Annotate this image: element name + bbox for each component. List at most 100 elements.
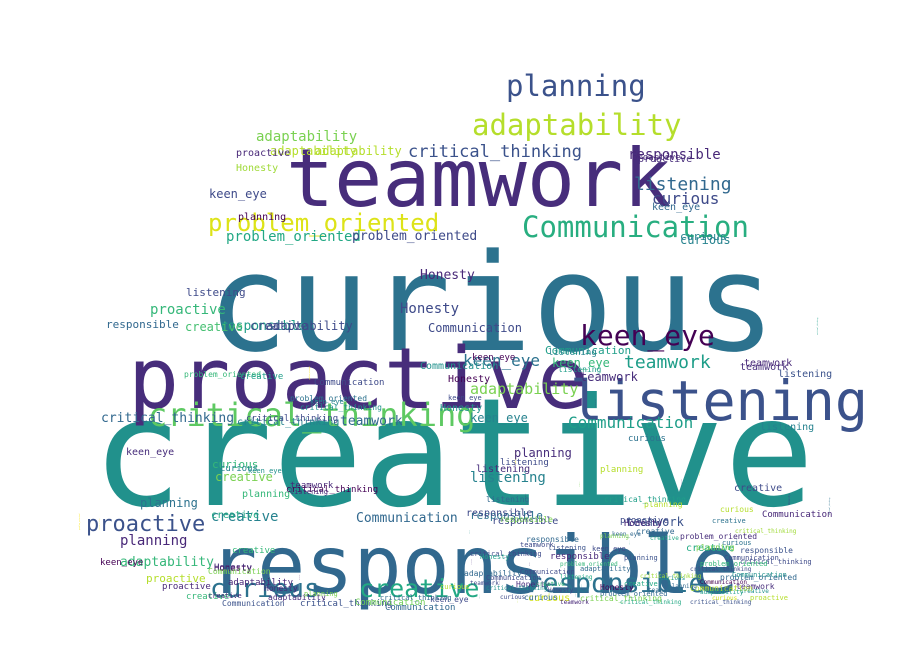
word-170: curious [711,580,713,584]
word-178: Communication [520,568,575,576]
word-208: problem_oriented [522,580,525,588]
word-17: teamwork [624,352,711,373]
word-62: responsible [106,318,179,331]
word-47: creative [211,509,278,525]
word-27: problem_oriented [226,229,361,245]
word-1: curious [207,225,776,382]
word-123: creative [240,372,283,382]
word-160: keen_eye [248,467,282,475]
word-209: creative [536,581,565,588]
word-56: problem_oriented [352,229,477,244]
word-141: listening [486,495,530,504]
word-195: listening [628,540,631,545]
word-186: critical_thinking [735,528,797,535]
word-180: curious [440,583,470,591]
word-48: teamwork [580,370,639,384]
word-194: critical_thinking [690,566,752,573]
word-29: Honesty [420,268,475,283]
word-116: planning [644,500,683,509]
word-130: responsible [550,552,610,562]
word-41: proactive [150,302,226,318]
word-126: adaptability [594,399,597,407]
word-162: problem_oriented [600,590,667,598]
word-193: keen_eye [612,531,641,538]
word-28: problem_oriented [78,514,81,530]
word-102: curious [220,464,258,474]
word-111: responsible [500,515,553,524]
word-134: planning [299,574,301,580]
word-53: planning [238,212,286,223]
word-154: adaptability [638,553,641,560]
word-212: adaptability [700,589,744,596]
word-57: critical_thinking [101,411,234,426]
word-68: creative [250,319,308,333]
word-184: planning [624,554,658,562]
word-136: critical_thinking [604,495,686,504]
word-211: planning [668,583,697,590]
word-82: teamwork [290,481,334,491]
word-76: Communication [420,361,498,372]
word-182: adaptability [580,565,631,573]
word-65: Honesty [236,163,278,174]
word-177: responsible [499,579,501,585]
word-121: curious [720,505,754,514]
word-72: listening [760,422,814,433]
word-54: curious [212,458,258,471]
word-203: Communication [700,579,747,586]
word-8: problem_oriented [208,209,439,237]
word-145: problem_oriented [290,394,367,403]
word-103: listening [500,458,549,468]
word-148: keen_eye [310,398,344,406]
word-200: Honesty [548,587,574,594]
word-35: teamwork [626,515,685,529]
word-60: adaptability [270,144,357,158]
word-52: proactive [638,154,692,165]
word-110: responsible [681,479,683,487]
word-144: problem_oriented [680,532,757,541]
word-187: curious [660,575,686,582]
word-78: keen_eye [126,447,174,458]
word-138: keen_eye [448,394,482,402]
word-19: listening [470,470,546,486]
word-81: responsible [466,508,532,519]
word-192: problem_oriented [560,561,618,568]
word-86: Honesty [214,564,253,574]
word-169: Communication [690,584,753,593]
word-185: problem_oriented [700,560,767,568]
word-91: listening [476,464,530,475]
word-152: creative [712,517,746,525]
word-124: Honesty [264,584,298,593]
word-87: proactive [632,153,681,163]
word-10: adaptability [472,108,682,142]
word-96: creative [211,510,259,521]
word-158: Honesty [516,580,550,589]
word-106: problem_oriented [98,518,101,530]
word-127: keen_eye [430,595,469,604]
word-85: Communication [385,603,455,613]
word-31: curious [652,189,719,208]
word-77: keen_eye [472,353,515,363]
word-137: Honesty [624,519,663,529]
word-204: creative [740,588,769,595]
word-190: creative [580,584,583,588]
word-210: teamwork [648,587,677,594]
word-97: responsible [492,516,558,527]
word-108: critical_thinking [300,403,382,412]
word-104: creative [232,546,275,556]
word-42: Honesty [400,301,459,317]
word-175: problem_oriented [608,557,611,566]
word-6: critical_thinking [148,396,476,434]
word-113: Communication [762,510,832,520]
word-109: critical_thinking [300,599,392,609]
word-18: keen_eye [463,351,540,370]
word-207: critical_thinking [620,599,682,606]
word-34: teamwork [340,414,403,429]
word-3: proactive [128,330,589,429]
word-149: planning [304,590,338,598]
word-23: adaptability [470,380,578,398]
word-4: responsible [209,519,739,612]
word-95: planning [600,465,643,475]
word-188: critical_thinking [640,573,702,580]
word-159: listening [290,488,328,496]
